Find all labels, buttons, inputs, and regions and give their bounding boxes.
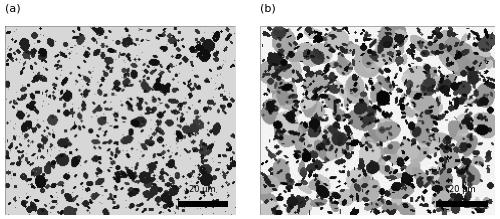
- Text: 20 μm: 20 μm: [190, 185, 216, 194]
- Bar: [178, 201, 228, 207]
- Bar: [436, 201, 488, 207]
- Text: 20 μm: 20 μm: [449, 185, 475, 194]
- Text: (a): (a): [5, 3, 20, 13]
- Text: (b): (b): [260, 3, 276, 13]
